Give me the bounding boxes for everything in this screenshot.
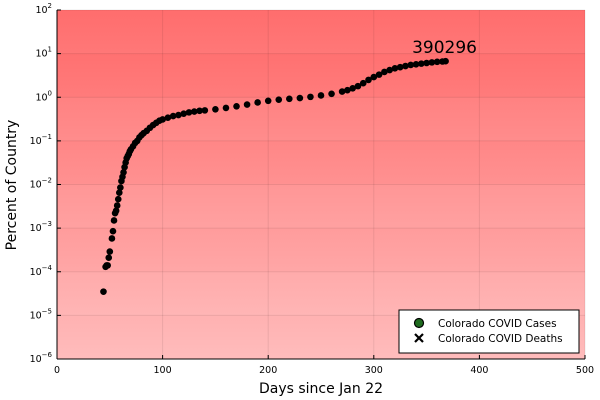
case-point — [112, 207, 120, 215]
case-point — [407, 61, 415, 69]
case-point — [349, 85, 356, 92]
case-point — [381, 68, 388, 76]
case-point — [296, 94, 304, 102]
case-point — [106, 248, 114, 255]
x-tick-label: 300 — [365, 365, 383, 376]
x-tick-label: 100 — [154, 365, 172, 376]
case-point — [185, 109, 193, 116]
legend-label-deaths: Colorado COVID Deaths — [438, 333, 563, 345]
y-ticks: 10−6 10−5 10−4 10−3 10−2 10−1 100 101 102 — [30, 2, 61, 365]
case-point — [307, 93, 314, 101]
case-point — [120, 169, 127, 176]
x-tick-label: 200 — [259, 365, 277, 376]
x-tick-label: 400 — [470, 365, 488, 376]
y-tick-label: 10−1 — [30, 133, 52, 147]
y-tick-label: 101 — [35, 46, 52, 60]
case-point — [375, 71, 383, 78]
legend-box — [398, 309, 580, 354]
y-tick-label: 10−5 — [30, 307, 52, 321]
x-tick-label: 0 — [54, 365, 60, 376]
y-tick-label: 10−4 — [30, 264, 53, 278]
legend-label-cases: Colorado COVID Cases — [438, 318, 557, 330]
case-point — [180, 110, 188, 117]
case-point — [175, 111, 182, 119]
case-point — [391, 65, 399, 72]
case-point — [338, 88, 346, 95]
plot-band — [57, 271, 585, 316]
case-point — [418, 60, 425, 67]
case-point — [428, 59, 436, 66]
case-point — [317, 92, 325, 99]
y-tick-label: 102 — [35, 2, 52, 16]
case-point — [105, 254, 113, 261]
y-tick-label: 10−2 — [30, 177, 52, 191]
case-point — [396, 63, 404, 71]
case-point — [344, 86, 351, 94]
case-point — [286, 95, 293, 103]
y-tick-label: 10−6 — [30, 351, 53, 365]
x-ticks: 0 100 200 300 400 500 — [54, 355, 594, 376]
case-point — [433, 58, 441, 66]
case-point — [264, 97, 272, 105]
legend-marker-deaths — [414, 333, 424, 343]
case-point — [275, 96, 283, 103]
plot-band — [57, 97, 585, 141]
case-point — [365, 76, 372, 84]
case-point — [370, 73, 378, 81]
plot-band — [57, 184, 585, 229]
plot-bands — [57, 10, 585, 316]
case-point — [159, 116, 166, 123]
case-point — [254, 99, 261, 106]
case-point — [354, 82, 362, 90]
case-point — [100, 288, 107, 295]
case-point — [109, 227, 117, 235]
case-point — [110, 217, 118, 224]
case-point — [196, 107, 203, 115]
y-tick-label: 10−3 — [30, 220, 52, 234]
case-point — [114, 195, 122, 203]
case-point — [169, 112, 177, 120]
case-point — [423, 59, 430, 67]
case-point — [402, 62, 409, 70]
case-point — [442, 57, 449, 65]
case-point — [222, 104, 230, 112]
case-point — [190, 108, 198, 115]
case-point — [359, 79, 367, 87]
case-point — [164, 114, 172, 121]
plot-band — [57, 10, 585, 54]
case-point — [113, 202, 121, 209]
case-point — [412, 60, 420, 68]
case-point — [328, 90, 335, 98]
case-point — [117, 184, 124, 191]
plot-background — [57, 10, 585, 359]
case-point — [386, 66, 393, 74]
case-point — [108, 235, 116, 242]
case-point — [233, 103, 240, 110]
annotation-label: 390296 — [412, 38, 477, 58]
case-point — [212, 105, 219, 113]
x-axis-title: Days since Jan 22 — [259, 381, 383, 397]
legend: Colorado COVID Cases Colorado COVID Deat… — [398, 309, 580, 354]
cases-series — [100, 57, 449, 295]
case-point — [116, 189, 123, 196]
x-tick-label: 500 — [576, 365, 594, 376]
case-point — [243, 101, 251, 108]
y-tick-label: 100 — [35, 89, 52, 103]
y-axis-title: Percent of Country — [4, 120, 20, 251]
case-point — [104, 262, 111, 269]
legend-marker-cases — [413, 317, 425, 329]
case-point — [201, 107, 209, 114]
